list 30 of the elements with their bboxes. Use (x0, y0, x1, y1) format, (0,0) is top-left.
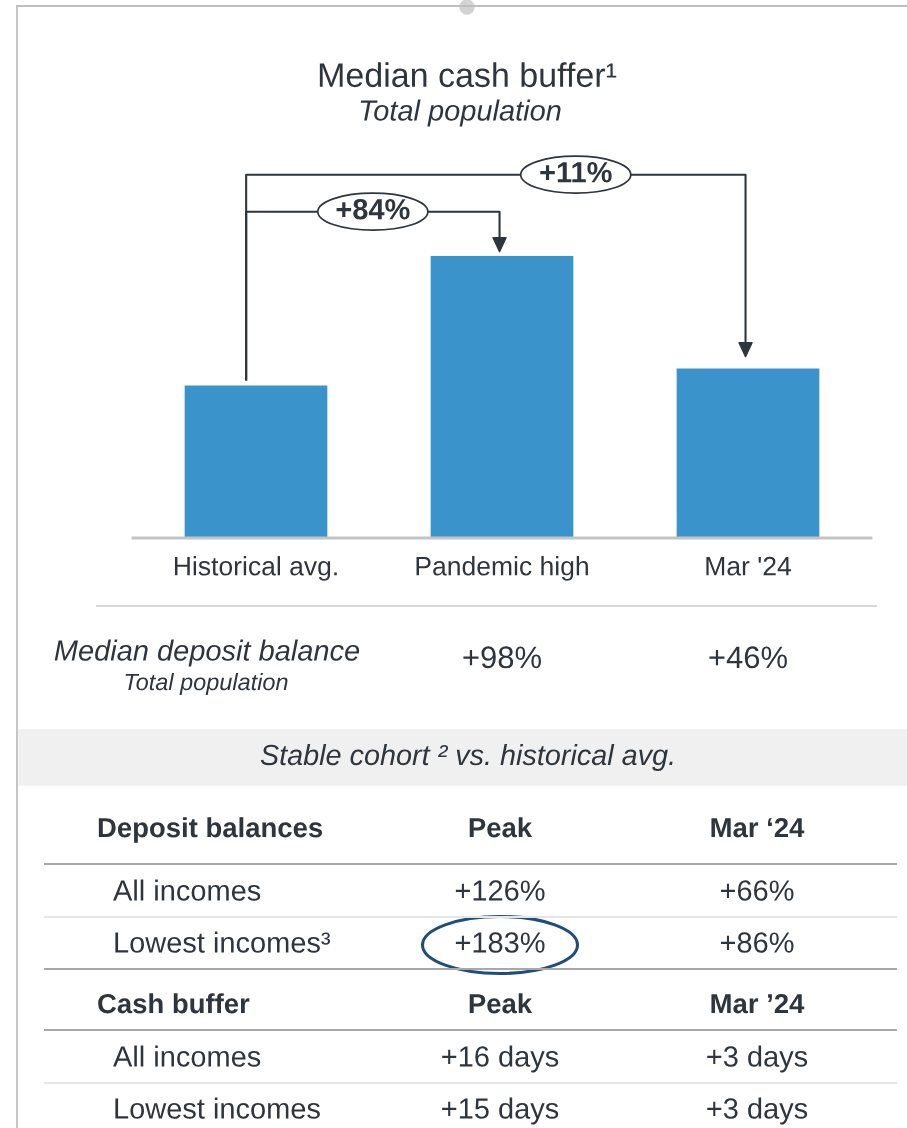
text: Deposit balances (98, 817, 323, 843)
text: +15 days (442, 1097, 559, 1125)
text: +66% (720, 880, 794, 901)
text: Stable cohort ² vs. historical avg. (260, 744, 673, 771)
text: +183% (455, 932, 545, 953)
text: All incomes (113, 879, 261, 901)
text: Mar ’24 (711, 993, 805, 1014)
text: +86% (720, 932, 794, 953)
text: Peak (469, 993, 533, 1014)
text: Peak (469, 817, 533, 838)
text: +84% (336, 198, 410, 220)
text: +3 days (707, 1097, 808, 1125)
text: Mar ‘24 (711, 817, 805, 838)
text: Lowest incomes (115, 1097, 320, 1119)
x-tick-label: Pandemic high (416, 556, 588, 581)
chart-subtitle: Total population (360, 99, 561, 127)
chart-title: Median cash buffer¹ (319, 62, 617, 88)
text: +126% (455, 880, 545, 901)
text: +16 days (442, 1045, 559, 1073)
text: All incomes (113, 1045, 261, 1067)
x-tick-label: Historical avg. (174, 556, 337, 581)
text: Median deposit balance (54, 639, 360, 667)
text: +98% (463, 646, 541, 669)
x-tick-label: Mar '24 (706, 556, 791, 576)
text: +46% (709, 646, 787, 669)
text: Total population (125, 673, 288, 695)
text: Cash buffer (98, 993, 250, 1014)
text: Lowest incomes³ (115, 931, 331, 953)
text: +3 days (707, 1045, 808, 1073)
text: +11% (540, 162, 612, 183)
